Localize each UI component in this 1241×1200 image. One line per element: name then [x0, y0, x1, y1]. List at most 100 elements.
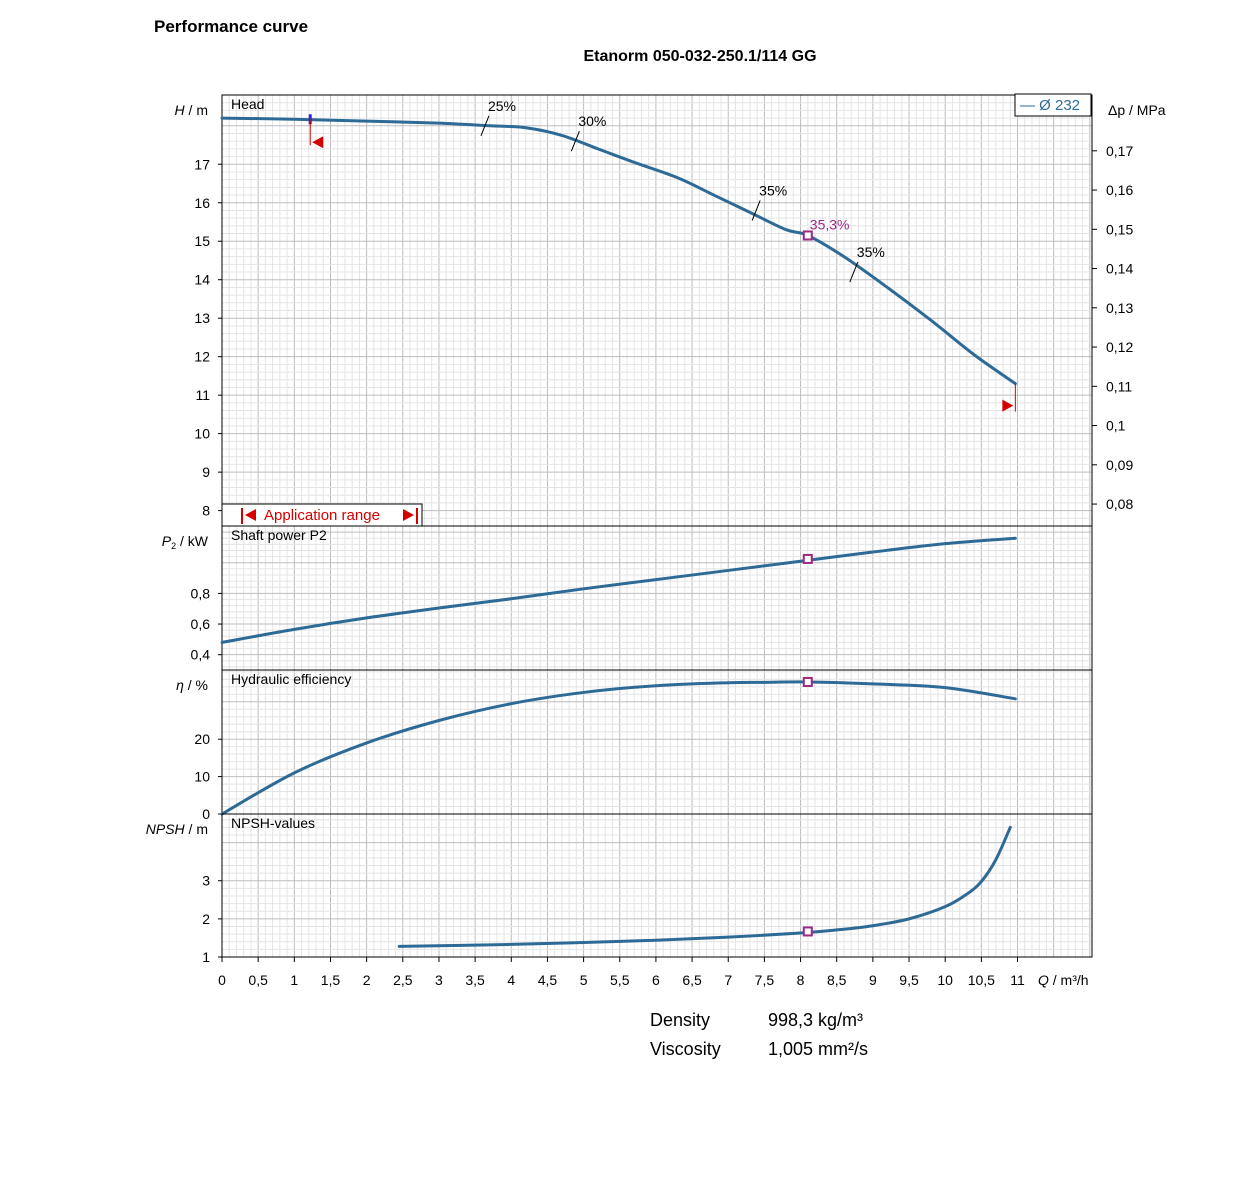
grid-panel-1 — [221, 94, 1092, 527]
y-axis-label-2: P2 / kW — [162, 533, 209, 551]
x-tick-label: 7,5 — [755, 972, 775, 988]
panel-title-1: Head — [231, 96, 264, 112]
x-tick-label: 3 — [435, 972, 443, 988]
y-tick-label: 8 — [202, 503, 210, 519]
operating-point-marker — [802, 926, 813, 937]
x-tick-label: 4,5 — [538, 972, 558, 988]
efficiency-label: 25% — [488, 98, 516, 114]
y-axis-label-4: NPSH / m — [146, 821, 208, 837]
grid-panel-4 — [221, 814, 1092, 958]
right-axis-label: Δp / MPa — [1108, 102, 1166, 118]
x-axis-label: Q / m³/h — [1038, 972, 1089, 988]
curve-3 — [220, 680, 1017, 816]
legend-box — [1014, 93, 1092, 117]
app-range-left-arrow — [245, 509, 256, 521]
right-tick-label: 0,15 — [1106, 221, 1133, 237]
curve-2 — [220, 536, 1017, 644]
y-tick-label: 1 — [202, 949, 210, 965]
right-tick-label: 0,09 — [1106, 457, 1133, 473]
grid-panel-3 — [221, 670, 1092, 815]
y-tick-label: 20 — [194, 731, 210, 747]
y-tick-label: 14 — [194, 272, 210, 288]
viscosity-row: Viscosity 1,005 mm²/s — [650, 1039, 868, 1068]
right-tick-label: 0,16 — [1106, 182, 1133, 198]
y-tick-label: 11 — [195, 387, 210, 403]
y-tick-label: 9 — [202, 464, 210, 480]
grid-panel-2 — [221, 526, 1092, 670]
operating-efficiency-label: 35,3% — [810, 216, 850, 232]
density-value: 998,3 kg/m³ — [768, 1010, 864, 1030]
efficiency-tick — [480, 115, 490, 136]
x-tick-label: 0,5 — [248, 972, 268, 988]
panel-title-2: Shaft power P2 — [231, 527, 327, 543]
y-tick-label: 17 — [194, 156, 210, 172]
y-tick-label: 0,4 — [191, 647, 211, 663]
y-tick-label: 10 — [194, 769, 210, 785]
x-tick-label: 1,5 — [321, 972, 341, 988]
efficiency-label: 30% — [578, 113, 606, 129]
y-tick-label: 10 — [194, 426, 210, 442]
right-tick-label: 0,12 — [1106, 339, 1133, 355]
x-tick-label: 2,5 — [393, 972, 413, 988]
range-end-arrow — [1002, 399, 1014, 412]
x-tick-label: 10,5 — [968, 972, 995, 988]
x-tick-label: 4 — [507, 972, 515, 988]
operating-point-marker — [802, 676, 813, 687]
curve-1 — [220, 116, 1017, 386]
right-tick-label: 0,14 — [1106, 261, 1133, 277]
application-range-label: Application range — [264, 507, 380, 524]
x-tick-label: 7 — [724, 972, 732, 988]
x-tick-label: 3,5 — [465, 972, 485, 988]
app-range-right-arrow — [403, 509, 414, 521]
x-tick-label: 6,5 — [682, 972, 702, 988]
right-tick-label: 0,17 — [1106, 143, 1133, 159]
y-axis-label-3: η / % — [176, 677, 208, 693]
viscosity-value: 1,005 mm²/s — [768, 1039, 869, 1059]
x-tick-label: 5 — [580, 972, 588, 988]
density-row: Density 998,3 kg/m³ — [650, 1010, 868, 1039]
y-tick-label: 2 — [202, 911, 210, 927]
curve-4 — [397, 825, 1012, 948]
right-tick-label: 0,11 — [1106, 378, 1132, 394]
efficiency-tick — [570, 130, 580, 152]
y-tick-label: 15 — [194, 233, 210, 249]
panel-title-4: NPSH-values — [231, 815, 315, 831]
right-tick-label: 0,08 — [1106, 496, 1133, 512]
x-tick-label: 5,5 — [610, 972, 630, 988]
x-tick-label: 1 — [290, 972, 298, 988]
x-tick-label: 8,5 — [827, 972, 847, 988]
x-tick-label: 6 — [652, 972, 660, 988]
efficiency-label: 35% — [857, 244, 885, 260]
x-tick-label: 0 — [218, 972, 226, 988]
range-start-arrow — [312, 136, 324, 149]
right-tick-label: 0,13 — [1106, 300, 1133, 316]
y-tick-label: 12 — [194, 349, 210, 365]
efficiency-tick — [751, 200, 761, 221]
operating-point-marker — [802, 553, 813, 564]
x-tick-label: 11 — [1010, 972, 1025, 988]
y-tick-label: 0 — [202, 806, 210, 822]
efficiency-label: 35% — [759, 182, 787, 198]
x-tick-label: 10 — [937, 972, 953, 988]
viscosity-label: Viscosity — [650, 1039, 721, 1059]
y-tick-label: 13 — [194, 310, 210, 326]
y-tick-label: 16 — [194, 195, 210, 211]
x-tick-label: 9,5 — [899, 972, 919, 988]
operating-point-marker — [802, 230, 813, 241]
x-tick-label: 9 — [869, 972, 877, 988]
x-tick-label: 8 — [797, 972, 805, 988]
efficiency-tick — [849, 261, 859, 283]
y-axis-label-1: H / m — [175, 102, 208, 118]
page-title: Performance curve — [154, 17, 309, 36]
panel-title-3: Hydraulic efficiency — [231, 671, 351, 687]
y-tick-label: 0,8 — [191, 585, 211, 601]
fluid-properties: Density 998,3 kg/m³ Viscosity 1,005 mm²/… — [650, 1010, 868, 1068]
right-tick-label: 0,1 — [1106, 418, 1126, 434]
density-label: Density — [650, 1010, 711, 1030]
legend-label: — Ø 232 — [1020, 97, 1080, 114]
x-tick-label: 2 — [363, 972, 371, 988]
panel-frame-4 — [221, 813, 1093, 958]
pump-title: Etanorm 050-032-250.1/114 GG — [583, 48, 817, 65]
y-tick-label: 0,6 — [191, 616, 211, 632]
